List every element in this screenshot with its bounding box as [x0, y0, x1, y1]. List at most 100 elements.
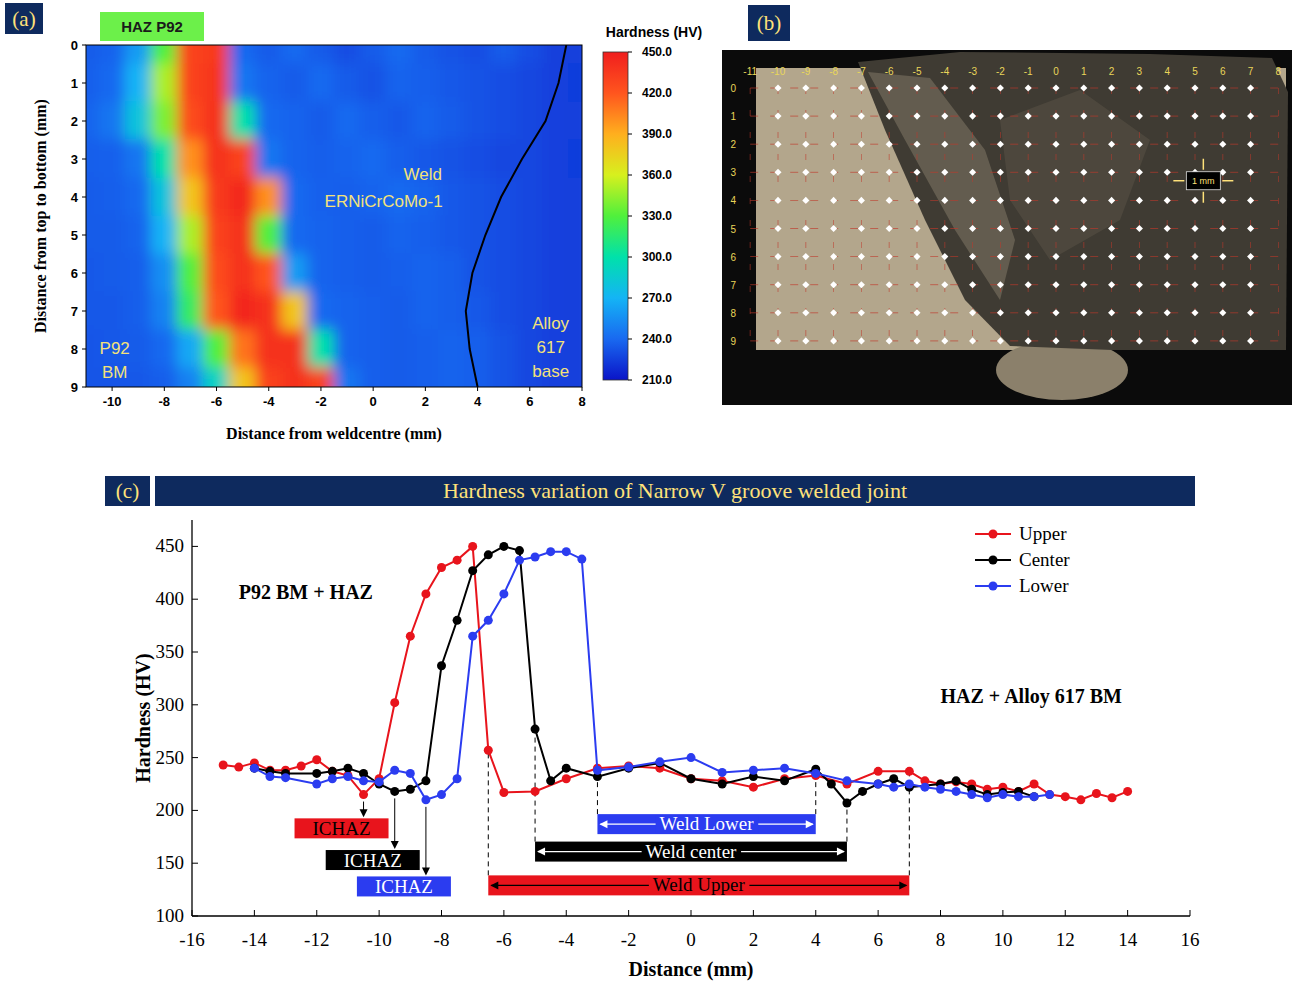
series-point [577, 555, 586, 564]
cell [255, 216, 282, 255]
x-tick [112, 387, 113, 391]
indent [1136, 253, 1143, 260]
cell [568, 292, 582, 331]
cell [307, 140, 334, 179]
annotation-line: 617 [536, 338, 564, 357]
series-point [468, 542, 477, 551]
annotation-line: Weld [404, 165, 442, 184]
series-point [421, 589, 430, 598]
cell [125, 102, 152, 141]
series-point [499, 542, 508, 551]
x-tick-label: -10 [366, 929, 391, 950]
y-tick-label: 150 [156, 852, 185, 873]
cell [203, 292, 230, 331]
grid-line [750, 340, 1278, 341]
cell [568, 178, 582, 217]
cell [464, 216, 491, 255]
series-point [687, 774, 696, 783]
series-point [1030, 792, 1039, 801]
indent [1025, 84, 1032, 91]
cell [281, 140, 308, 179]
photo-y-label: 6 [730, 252, 736, 263]
indent [1191, 113, 1198, 120]
y-tick-label: 100 [156, 905, 185, 926]
indent [1108, 113, 1115, 120]
indent [1025, 169, 1032, 176]
cell [334, 330, 361, 369]
series-point [328, 774, 337, 783]
indent [1191, 281, 1198, 288]
cell [203, 140, 230, 179]
indent [1247, 113, 1254, 120]
series-point [983, 793, 992, 802]
grid-line [944, 88, 945, 341]
annotation-line: base [532, 362, 569, 381]
fusion-line [466, 45, 567, 387]
series-point [998, 790, 1007, 799]
series-point [281, 773, 290, 782]
colorbar-label: 450.0 [642, 45, 672, 59]
series-point [1076, 795, 1085, 804]
indent [1108, 337, 1115, 344]
grid-line [1278, 88, 1279, 341]
cell [151, 254, 178, 293]
indent [1108, 281, 1115, 288]
cell [177, 45, 204, 65]
colorbar-label: 210.0 [642, 373, 672, 387]
cell [229, 64, 256, 103]
cell [542, 64, 569, 103]
x-tick [1065, 910, 1066, 916]
indent [830, 169, 837, 176]
indent [830, 197, 837, 204]
cell [177, 64, 204, 103]
series-line [223, 546, 1127, 799]
header-box [100, 12, 204, 41]
colorbar-label: 420.0 [642, 86, 672, 100]
indent [858, 169, 865, 176]
indent [774, 197, 781, 204]
cell [255, 178, 282, 217]
cell [281, 292, 308, 331]
x-tick [566, 910, 567, 916]
x-tick [815, 910, 816, 916]
cell [438, 330, 465, 369]
indent [1191, 84, 1198, 91]
x-tick-label: 12 [1056, 929, 1075, 950]
y-tick [82, 387, 86, 388]
y-axis-title: Distance from top to bottom (mm) [32, 99, 50, 333]
grid-line [1056, 88, 1057, 341]
indent [1219, 337, 1226, 344]
y-tick [82, 197, 86, 198]
indent [830, 141, 837, 148]
indent [802, 281, 809, 288]
series-point [952, 776, 961, 785]
photo-x-label: 0 [1053, 66, 1059, 77]
y-tick [82, 45, 86, 46]
annotation-line: BM [102, 363, 128, 382]
indent [969, 197, 976, 204]
annotation: P92BM [100, 339, 130, 382]
indent [802, 141, 809, 148]
range-label: Weld center [646, 841, 737, 862]
indent [774, 225, 781, 232]
grid-line [750, 228, 1278, 229]
cell [386, 64, 413, 103]
cell [177, 102, 204, 141]
grid-line [917, 88, 918, 341]
indent [1136, 225, 1143, 232]
cell [307, 330, 334, 369]
indent [1219, 253, 1226, 260]
x-tick [316, 910, 317, 916]
cell [229, 102, 256, 141]
series-point [515, 556, 524, 565]
arrow-head [391, 841, 399, 849]
series-point [562, 774, 571, 783]
series-point [1014, 792, 1023, 801]
callout-box [295, 818, 389, 838]
grid-line [972, 88, 973, 341]
x-tick-label: -2 [621, 929, 637, 950]
grid-line [861, 88, 862, 341]
panel-badge [748, 5, 790, 41]
cell [490, 140, 517, 179]
series-point [515, 546, 524, 555]
